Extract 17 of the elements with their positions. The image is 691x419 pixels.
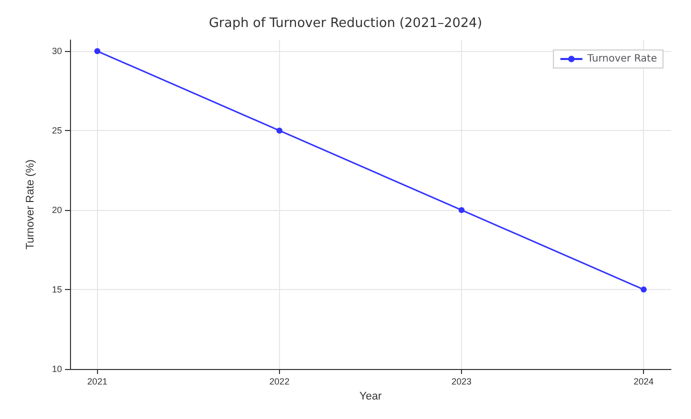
x-tick-label: 2021: [87, 376, 108, 386]
x-tick-label: 2024: [634, 376, 654, 386]
y-axis-title: Turnover Rate (%): [24, 159, 36, 250]
y-tick-label: 25: [52, 126, 62, 136]
chart-title: Graph of Turnover Reduction (2021–2024): [208, 16, 482, 31]
legend-label: Turnover Rate: [586, 54, 657, 64]
point: [640, 286, 647, 293]
y-tick-label: 20: [52, 205, 62, 216]
point: [458, 207, 465, 214]
y-tick-label: 10: [52, 364, 62, 374]
x-tick-label: 2023: [452, 376, 472, 386]
x-axis-title: Year: [359, 390, 382, 402]
y-tick-label: 15: [52, 284, 62, 295]
point: [94, 48, 100, 54]
y-tick-label: 30: [52, 46, 62, 56]
point: [276, 128, 282, 134]
x-tick-label: 2022: [269, 376, 290, 386]
